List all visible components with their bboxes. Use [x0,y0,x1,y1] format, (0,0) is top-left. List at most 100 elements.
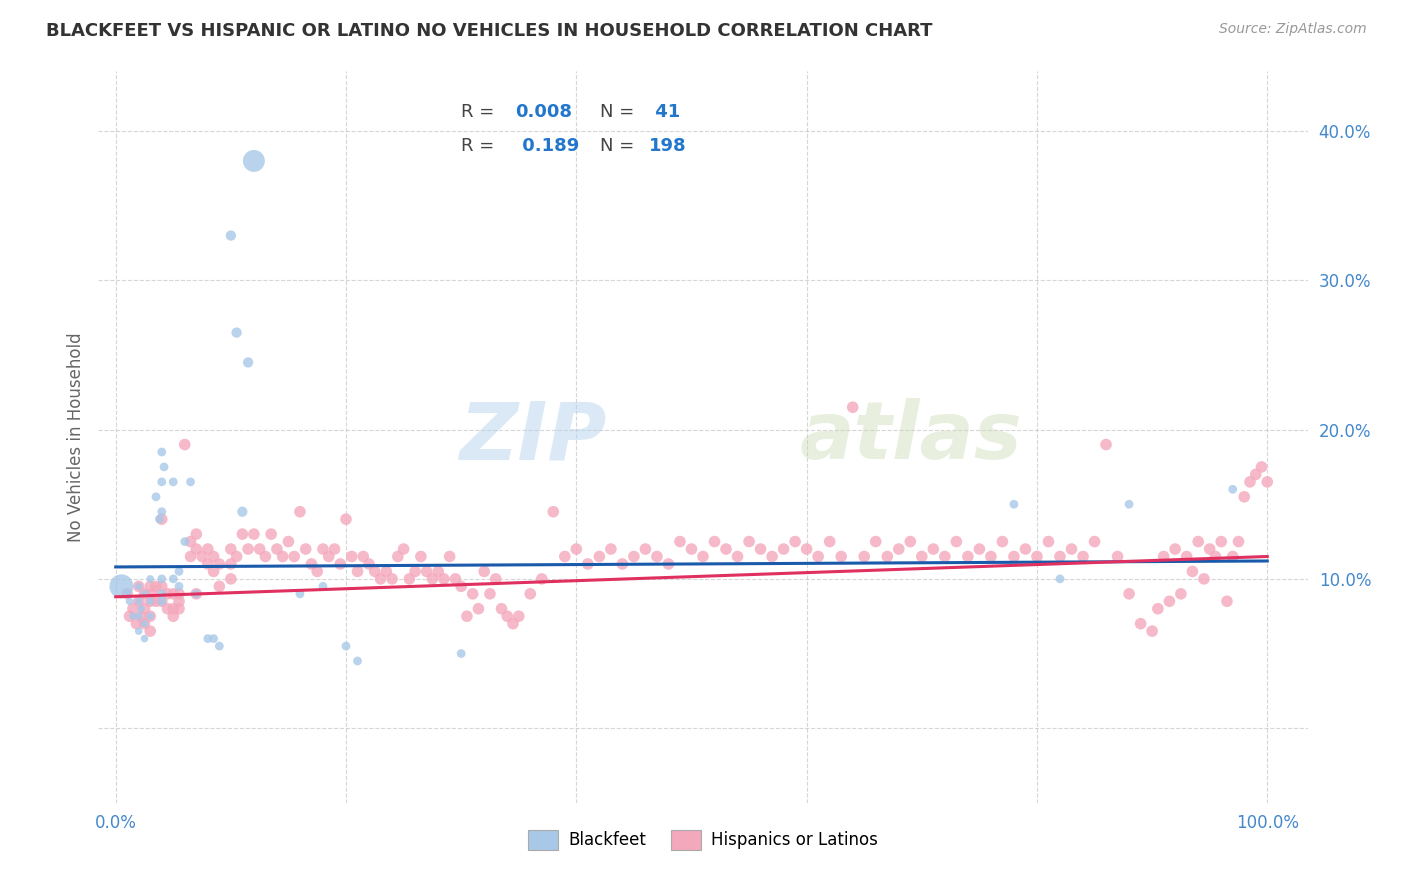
Point [1227,534,1250,549]
Point [1002,497,1025,511]
Point [1049,549,1071,564]
Point [576,557,599,571]
Point [134,587,156,601]
Point [392,542,415,557]
Point [554,549,576,564]
Point [197,632,219,646]
Point [657,557,679,571]
Text: R =: R = [461,137,501,155]
Text: N =: N = [600,103,640,120]
Point [956,549,979,564]
Point [502,616,524,631]
Point [530,572,553,586]
Point [219,572,242,586]
Point [288,587,311,601]
Point [134,601,156,615]
Point [478,587,501,601]
Text: 41: 41 [648,103,681,120]
Point [565,542,588,557]
Point [439,549,461,564]
Point [681,542,703,557]
Point [148,512,170,526]
Point [122,601,145,615]
Point [249,542,271,557]
Point [456,609,478,624]
Point [150,579,173,593]
Point [145,579,167,593]
Point [364,565,387,579]
Point [1038,534,1060,549]
Point [288,505,311,519]
Point [865,534,887,549]
Point [991,534,1014,549]
Point [841,401,863,415]
Point [1026,549,1049,564]
Point [208,579,231,593]
Point [115,587,138,601]
Point [887,542,910,557]
Point [876,549,898,564]
Point [202,632,225,646]
Point [599,542,621,557]
Point [796,542,818,557]
Point [186,587,208,601]
Point [180,549,202,564]
Point [645,549,668,564]
Point [357,557,380,571]
Point [128,579,150,593]
Point [139,594,162,608]
Point [807,549,830,564]
Point [312,579,335,593]
Text: 198: 198 [648,137,686,155]
Point [1256,475,1278,489]
Point [167,565,190,579]
Point [461,587,484,601]
Point [129,609,152,624]
Point [236,355,259,369]
Point [1175,549,1198,564]
Point [472,565,495,579]
Point [139,572,162,586]
Point [1233,490,1256,504]
Point [167,594,190,608]
Point [346,565,368,579]
Point [145,490,167,504]
Point [1014,542,1036,557]
Point [738,534,761,549]
Point [139,609,162,624]
Point [1071,549,1094,564]
Point [225,549,247,564]
Point [714,542,737,557]
Point [830,549,852,564]
Point [969,542,991,557]
Point [427,565,450,579]
Point [761,549,783,564]
Point [1222,483,1244,497]
Text: Source: ZipAtlas.com: Source: ZipAtlas.com [1219,22,1367,37]
Point [150,587,173,601]
Point [219,557,242,571]
Point [254,549,277,564]
Point [519,587,541,601]
Point [128,624,150,639]
Point [634,542,657,557]
Point [150,505,173,519]
Point [588,549,610,564]
Point [156,601,179,615]
Point [1192,572,1215,586]
Point [122,609,145,624]
Point [139,609,162,624]
Point [329,557,352,571]
Point [134,616,156,631]
Point [186,542,208,557]
Point [110,579,132,593]
Point [323,542,346,557]
Point [180,475,202,489]
Point [911,549,934,564]
Point [301,557,323,571]
Point [307,565,329,579]
Point [980,549,1002,564]
Point [150,594,173,608]
Point [191,549,214,564]
Point [1239,475,1261,489]
